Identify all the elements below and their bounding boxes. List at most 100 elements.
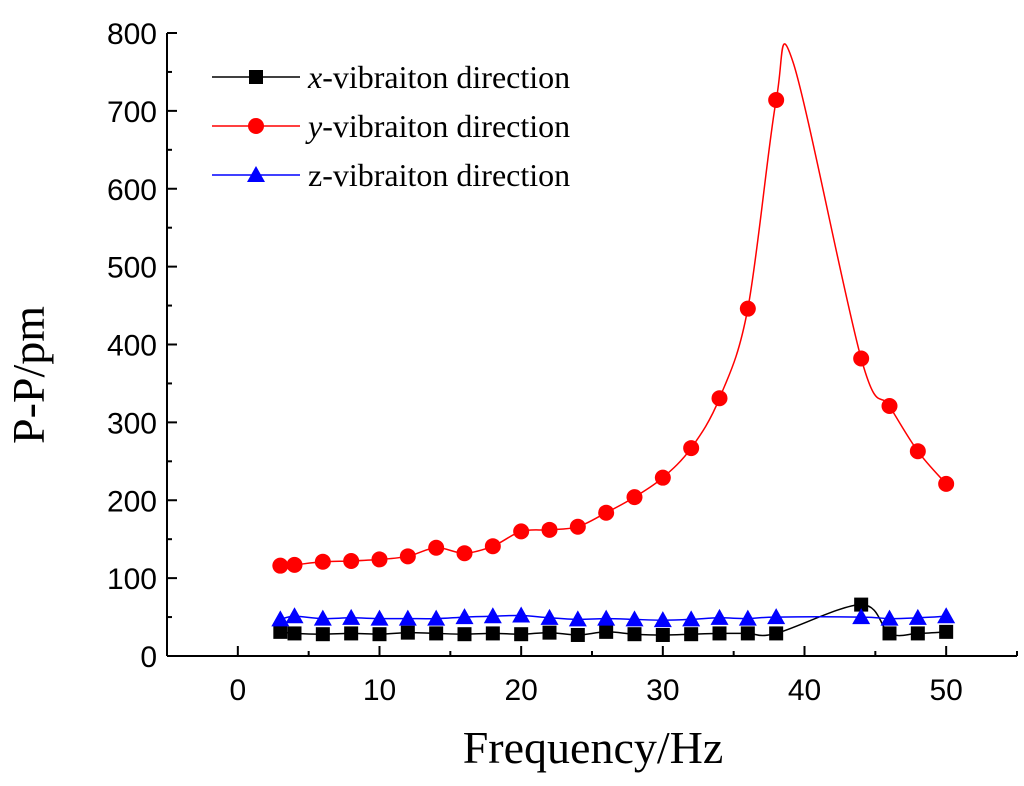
series-z-point [710, 608, 729, 625]
series-z-point [271, 610, 290, 627]
series-x-point [542, 625, 557, 640]
series-z-point [313, 609, 332, 626]
series-x-point [712, 626, 727, 641]
series-x-point [315, 627, 330, 642]
series-z-point [682, 610, 701, 627]
series-z-point [483, 607, 502, 624]
x-tick-label: 0 [229, 674, 246, 707]
series-z-point [852, 608, 871, 625]
series-x-point [273, 624, 288, 639]
series-z-point [342, 608, 361, 625]
series-x-point [457, 627, 472, 642]
x-axis-title: Frequency/Hz [463, 722, 724, 773]
y-tick-label: 700 [107, 96, 157, 129]
series-x-point [372, 627, 387, 642]
series-z-point [512, 606, 531, 623]
series-y-point [654, 469, 671, 486]
series-x-point [684, 627, 699, 642]
series-z-point [370, 609, 389, 626]
series-x-point [344, 626, 359, 641]
y-tick-label: 200 [107, 485, 157, 518]
series-x-point [599, 624, 614, 639]
series-x-point [854, 597, 869, 612]
y-tick-label: 400 [107, 330, 157, 363]
y-tick-label: 100 [107, 563, 157, 596]
series-y-point [569, 518, 586, 535]
series-z-point [908, 608, 927, 625]
series-x-point [514, 627, 529, 642]
series-x-point [882, 626, 897, 641]
series-y-point [272, 557, 289, 574]
y-tick-label: 500 [107, 252, 157, 285]
series-x-point [485, 626, 500, 641]
series-y-point [853, 350, 870, 367]
series-y-point [711, 390, 728, 407]
legend-entry-y: y-vibraiton direction [212, 108, 570, 144]
x-tick-label: 40 [788, 674, 821, 707]
series-x-point [400, 625, 415, 640]
legend-x-label: x-vibraiton direction [307, 59, 570, 95]
series-y-point [428, 539, 445, 556]
x-tick-label: 50 [929, 674, 962, 707]
x-tick-label: 20 [504, 674, 537, 707]
series-y-point [739, 300, 756, 317]
series-x-point [740, 626, 755, 641]
legend-x-marker [249, 70, 263, 84]
series-y-point [286, 556, 303, 573]
series-z-point [937, 607, 956, 624]
series-z-point [398, 609, 417, 626]
y-tick-label: 600 [107, 174, 157, 207]
series-y-point [626, 489, 643, 506]
series-z-point [540, 608, 559, 625]
series-z-point [427, 609, 446, 626]
legend-z-marker [247, 166, 265, 182]
series-y-point [513, 523, 530, 540]
legend-y-label: y-vibraiton direction [305, 108, 570, 144]
series-x-point [429, 626, 444, 641]
series-x-point [769, 626, 784, 641]
legend-z-label: z-vibraiton direction [308, 157, 570, 193]
series-y-point [484, 538, 501, 555]
legend: x-vibraiton direction y-vibraiton directi… [212, 59, 570, 193]
series-z-point [767, 608, 786, 625]
x-tick-label: 30 [646, 674, 679, 707]
series-y-point [371, 551, 388, 568]
series-z-point [738, 609, 757, 626]
series-z-point [880, 609, 899, 626]
series-x-point [570, 627, 585, 642]
series-x-point [627, 627, 642, 642]
y-tick-label: 800 [107, 18, 157, 51]
series-y-point [909, 443, 926, 460]
series-y-point [683, 440, 700, 457]
series-x-point [939, 624, 954, 639]
series-x [273, 597, 954, 642]
series-z [271, 606, 956, 628]
series-y-point [456, 545, 473, 562]
legend-y-marker [248, 118, 264, 134]
series-x-point [655, 627, 670, 642]
series-y-point [598, 504, 615, 521]
y-axis-title: P-P/pm [3, 306, 54, 444]
series-y-point [399, 548, 416, 565]
legend-entry-x: x-vibraiton direction [212, 59, 570, 95]
series-y [272, 43, 955, 574]
series-z-point [568, 610, 587, 627]
series-z-point [653, 611, 672, 628]
series-y-point [938, 475, 955, 492]
y-tick-label: 300 [107, 407, 157, 440]
series-y-point [881, 398, 898, 415]
series-y-point [343, 552, 360, 569]
series-y-point [541, 521, 558, 538]
series-z-point [285, 607, 304, 624]
series-y-point [768, 91, 785, 108]
series-z-point [597, 609, 616, 626]
legend-entry-z: z-vibraiton direction [212, 157, 570, 193]
series-z-point [455, 608, 474, 625]
plot-area [271, 43, 956, 642]
series-z-point [625, 610, 644, 627]
series-x-point [287, 626, 302, 641]
x-tick-label: 10 [363, 674, 396, 707]
series-x-point [910, 626, 925, 641]
